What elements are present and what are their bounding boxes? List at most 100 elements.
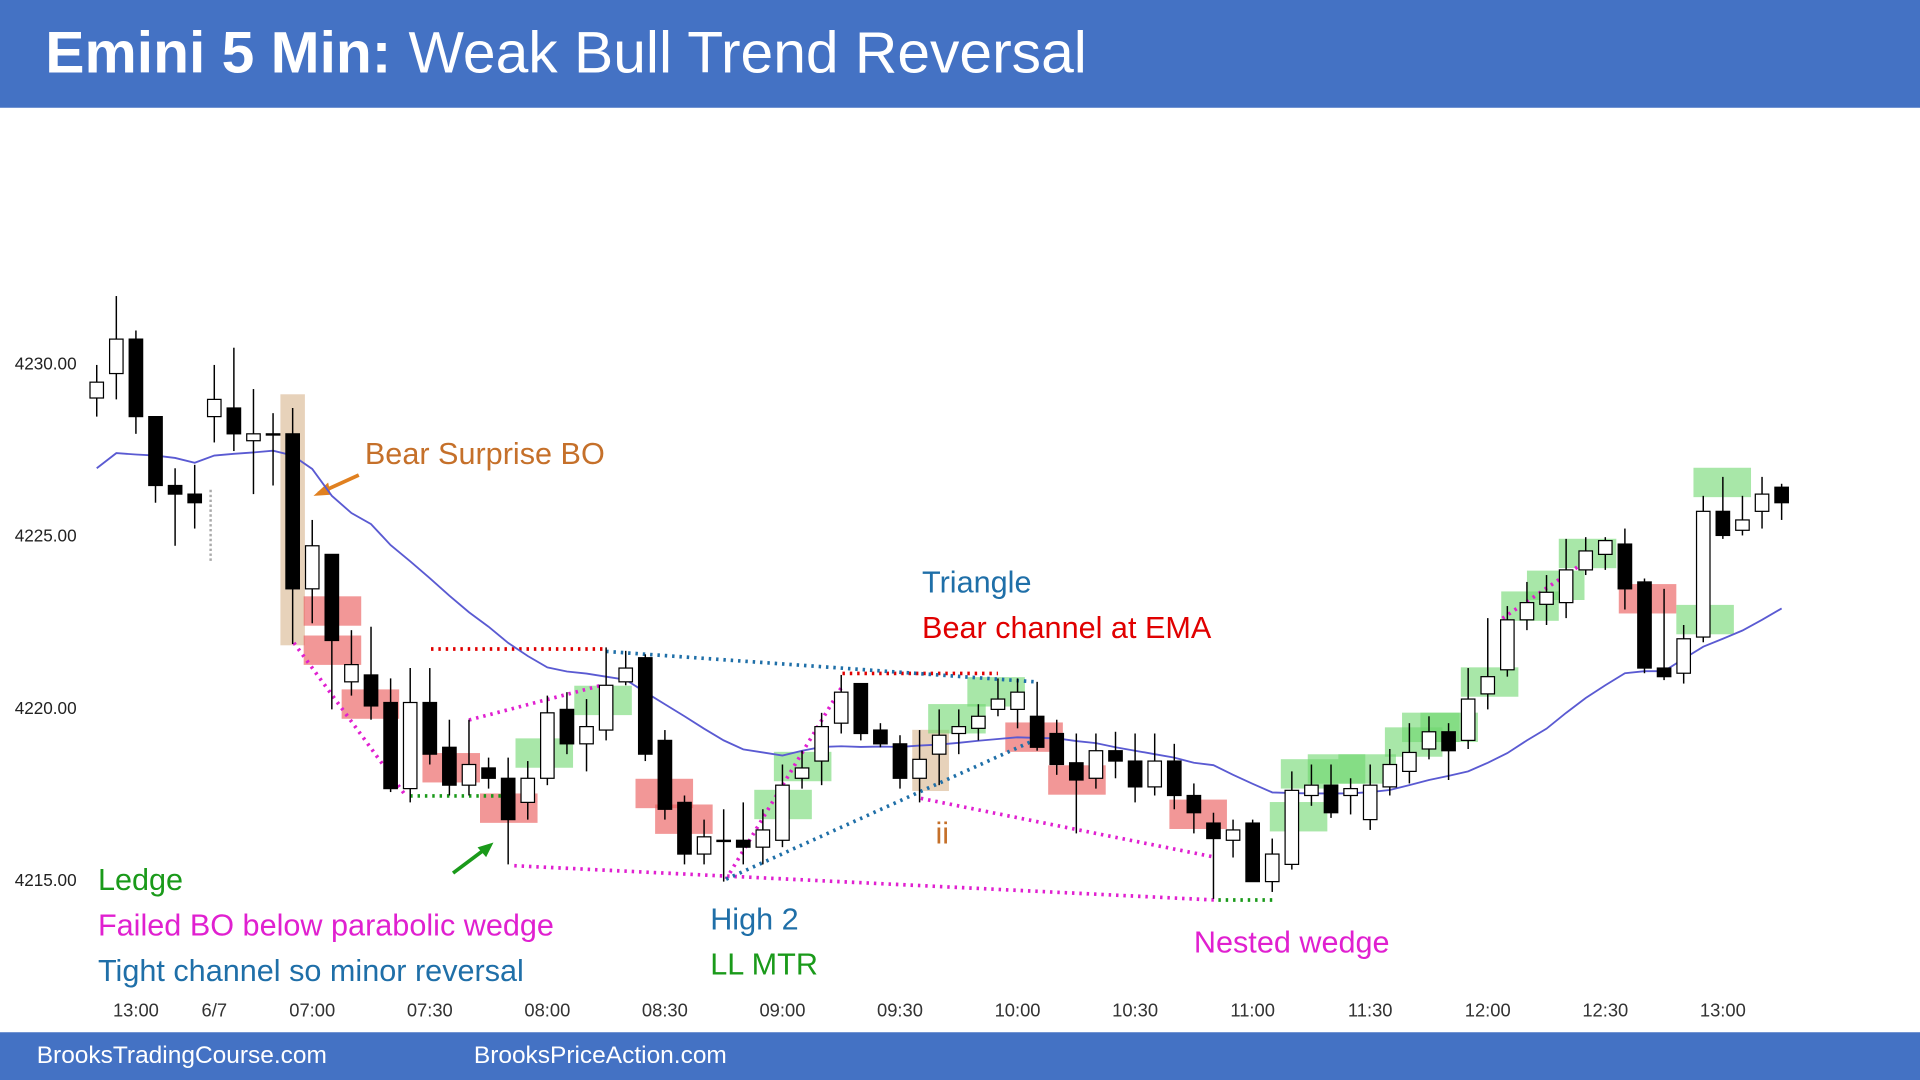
candle-body	[246, 433, 261, 442]
candle-body	[1382, 763, 1398, 788]
candle-body	[1754, 493, 1770, 512]
candle-body	[971, 715, 986, 729]
candle-body	[1637, 581, 1652, 669]
candle-body	[1676, 638, 1692, 674]
candle-body	[226, 407, 242, 435]
candle-body	[814, 725, 829, 762]
y-tick-label: 4220.00	[15, 698, 77, 718]
candle-body	[500, 777, 516, 821]
annotation: Bear Surprise BO	[365, 437, 605, 471]
annotations: Bear Surprise BO Triangle Bear channel a…	[98, 437, 1390, 988]
candle-body	[1029, 715, 1045, 748]
candle-body	[1127, 760, 1143, 788]
candle-body	[1068, 762, 1084, 781]
candle-body	[716, 839, 732, 843]
candle-body	[833, 691, 849, 724]
candle-body	[853, 682, 869, 735]
header-bar	[0, 0, 1920, 108]
footer-bar	[0, 1032, 1920, 1080]
candle-body	[951, 725, 967, 735]
candle-body	[1578, 550, 1594, 571]
candle-body	[1108, 750, 1123, 762]
candle-body	[579, 725, 594, 745]
y-tick-label: 4215.00	[15, 870, 77, 890]
x-tick-label: 12:30	[1582, 999, 1628, 1020]
candle-body	[1088, 750, 1104, 779]
x-tick-label: 07:30	[407, 999, 453, 1020]
annotation: ii	[936, 817, 950, 851]
candle-body	[1735, 519, 1750, 531]
candle-body	[1656, 667, 1672, 678]
candle-body	[1500, 619, 1515, 671]
candle-body	[148, 415, 163, 487]
candle-body	[1225, 829, 1241, 841]
candle-body	[1245, 822, 1260, 883]
candle-body	[1539, 591, 1554, 605]
x-tick-label: 09:30	[877, 999, 923, 1020]
candle-body	[1558, 569, 1574, 604]
candle-body	[324, 553, 340, 642]
x-tick-label: 10:30	[1112, 999, 1158, 1020]
candle-body	[128, 338, 144, 418]
candle-body	[1421, 731, 1437, 750]
candle-body	[1480, 676, 1496, 695]
annotation: Triangle	[922, 566, 1031, 600]
candle-body	[1304, 784, 1319, 797]
candle-body	[167, 484, 183, 495]
candle-body	[304, 545, 320, 590]
candle-body	[108, 338, 124, 375]
candle-body	[637, 657, 653, 755]
candle-body	[559, 708, 575, 745]
candle-body	[540, 712, 555, 779]
candle-body	[1010, 691, 1025, 711]
candle-body	[520, 777, 536, 804]
x-tick-label: 10:00	[995, 999, 1041, 1020]
candle-body	[1147, 760, 1163, 788]
candle-body	[657, 739, 673, 810]
candle-body	[794, 767, 810, 779]
annotation: LL MTR	[710, 948, 818, 982]
x-tick-label: 08:00	[524, 999, 570, 1020]
candle-body	[873, 729, 888, 745]
y-tick-label: 4230.00	[15, 353, 77, 373]
candle-body	[755, 829, 771, 848]
candle-body	[383, 701, 398, 790]
candle-body	[206, 398, 222, 418]
title-rest: Weak Bull Trend Reversal	[409, 20, 1087, 85]
candle-body	[912, 758, 927, 779]
annotation: Bear channel at EMA	[922, 611, 1212, 645]
candle-body	[89, 381, 105, 399]
x-tick-label: 12:00	[1465, 999, 1511, 1020]
candle-body	[1402, 751, 1417, 773]
trend-lines	[209, 473, 1593, 902]
annotation: High 2	[710, 902, 798, 936]
candle-body	[344, 663, 359, 683]
candle-body	[1049, 732, 1065, 766]
candle-body	[187, 493, 203, 504]
x-tick-label: 13:00	[113, 999, 159, 1020]
candle-body	[402, 701, 418, 790]
candle-body	[481, 767, 496, 779]
candle-body	[1362, 784, 1378, 821]
footer-link: BrooksPriceAction.com	[474, 1042, 727, 1069]
annotation: Failed BO below parabolic wedge	[98, 909, 554, 943]
candle-body	[598, 684, 614, 731]
candle-body	[1617, 543, 1633, 590]
candle-body	[1284, 789, 1300, 866]
candle-body	[1715, 510, 1731, 537]
title-bold: Emini 5 Min:	[45, 20, 391, 85]
candle-body	[931, 734, 947, 755]
candle-body	[1519, 601, 1535, 621]
candle-body	[892, 743, 908, 779]
chart-title: Emini 5 Min: Weak Bull Trend Reversal	[45, 20, 1087, 85]
candle-body	[1166, 760, 1182, 797]
x-tick-label: 11:30	[1348, 999, 1393, 1020]
annotation: Ledge	[98, 863, 183, 897]
candle-body	[1264, 853, 1280, 883]
candle-body	[1774, 486, 1789, 504]
candle-body	[1206, 822, 1221, 840]
candle-body	[775, 784, 790, 841]
candle-body	[363, 674, 379, 707]
